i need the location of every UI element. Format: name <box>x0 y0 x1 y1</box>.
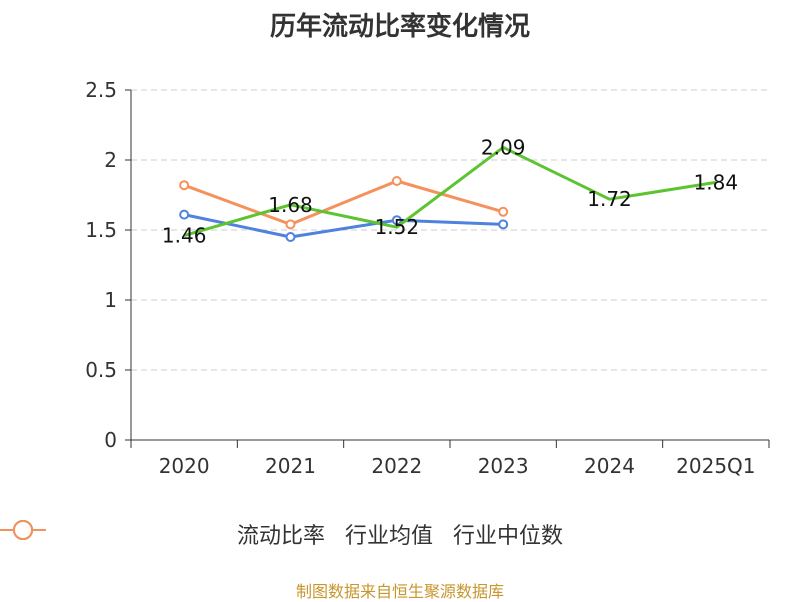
x-tick-label: 2020 <box>159 454 210 478</box>
data-point-marker <box>285 232 296 242</box>
y-tick-label: 1 <box>104 288 117 312</box>
legend-label: 行业均值 <box>344 524 433 549</box>
data-label: 1.68 <box>268 193 313 217</box>
y-tick-label: 0.5 <box>85 358 117 382</box>
series-line-2 <box>183 179 504 226</box>
data-point-marker <box>498 219 509 230</box>
series-line-0 <box>183 145 717 238</box>
data-label: 1.84 <box>694 170 739 194</box>
chart-legend: 流动比率 行业均值 行业中位数 <box>0 518 800 550</box>
y-tick-label: 2 <box>104 148 117 172</box>
x-tick-label: 2023 <box>478 454 529 478</box>
data-point-marker <box>391 215 402 226</box>
series-line-1 <box>183 213 504 239</box>
x-tick-label: 2021 <box>265 454 316 478</box>
x-tick-label: 2024 <box>584 454 635 478</box>
legend-item[interactable]: 行业均值 <box>0 518 433 550</box>
legend-item[interactable]: 流动比率 <box>0 518 325 550</box>
data-label: 1.46 <box>162 224 207 248</box>
x-tick-label: 2022 <box>371 454 422 478</box>
data-point-marker <box>391 176 402 186</box>
data-point-marker <box>498 206 509 217</box>
data-point-marker <box>179 209 190 220</box>
legend-line-marker-icon <box>0 520 46 540</box>
y-tick-label: 1.5 <box>85 218 117 242</box>
chart-title: 历年流动比率变化情况 <box>269 12 530 42</box>
data-point-marker <box>179 180 190 191</box>
legend-label: 行业中位数 <box>453 524 564 549</box>
y-tick-label: 0 <box>104 428 117 452</box>
data-label: 1.52 <box>375 215 420 239</box>
x-tick-label: 2025Q1 <box>676 454 755 478</box>
source-note: 制图数据来自恒生聚源数据库 <box>295 582 504 601</box>
legend-label: 流动比率 <box>236 524 325 549</box>
data-point-marker <box>285 219 296 230</box>
data-label: 1.72 <box>587 187 632 211</box>
y-tick-label: 2.5 <box>85 78 117 102</box>
legend-item[interactable]: 行业中位数 <box>0 518 564 550</box>
data-label: 2.09 <box>481 135 526 159</box>
